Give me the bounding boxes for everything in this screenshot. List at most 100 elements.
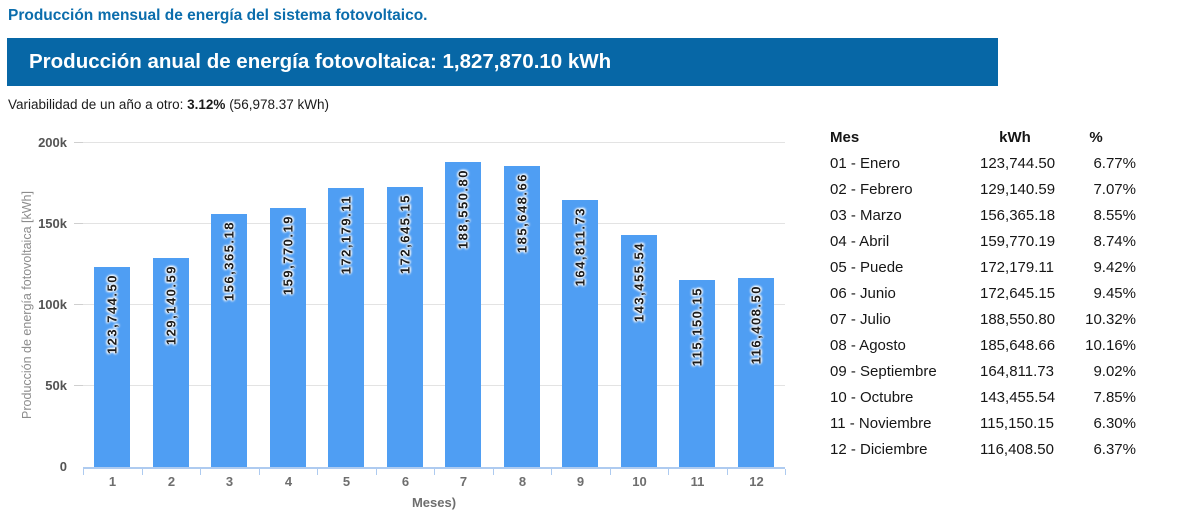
table-row: 10 - Octubre 143,455.54 7.85%: [830, 384, 1142, 410]
cell-kwh: 164,811.73: [980, 362, 1054, 380]
bar-value-label: 164,811.73: [572, 207, 588, 287]
table-row: 08 - Agosto 185,648.66 10.16%: [830, 332, 1142, 358]
x-tick: [259, 469, 260, 475]
table-row: 09 - Septiembre 164,811.73 9.02%: [830, 358, 1142, 384]
x-category-label: 12: [749, 474, 764, 489]
cell-pct: 9.45%: [1093, 284, 1136, 302]
table-header-row: Mes kWh %: [830, 124, 1142, 150]
x-category-label: 10: [632, 474, 647, 489]
cell-kwh: 159,770.19: [980, 232, 1056, 250]
x-category-label: 7: [459, 474, 468, 489]
cell-mes: 05 - Puede: [830, 258, 904, 276]
gridline: [83, 304, 785, 305]
bar[interactable]: 172,179.11: [328, 188, 364, 467]
x-category-label: 3: [225, 474, 234, 489]
x-tick: [493, 469, 494, 475]
cell-pct: 8.74%: [1093, 232, 1136, 250]
bar[interactable]: 185,648.66: [504, 166, 540, 467]
bar-value-label: 116,408.50: [748, 285, 764, 365]
cell-kwh: 123,744.50: [980, 154, 1056, 172]
cell-mes: 02 - Febrero: [830, 180, 913, 198]
gridline: [83, 385, 785, 386]
bar-value-label: 143,455.54: [631, 242, 647, 323]
cell-mes: 08 - Agosto: [830, 336, 906, 354]
x-tick: [200, 469, 201, 475]
cell-pct: 10.32%: [1085, 310, 1136, 328]
cell-kwh: 115,150.15: [980, 414, 1054, 432]
cell-pct: 6.37%: [1093, 440, 1136, 458]
production-table: Mes kWh % 01 - Enero 123,744.50 6.77% 02 - …: [830, 124, 1142, 462]
x-category-label: 6: [401, 474, 410, 489]
page-title: Producción mensual de energía del sistem…: [8, 7, 428, 24]
y-tick-label: 50k: [45, 378, 67, 393]
header-pct: %: [1089, 128, 1103, 146]
table-row: 01 - Enero 123,744.50 6.77%: [830, 150, 1142, 176]
bar-value-label: 188,550.80: [455, 169, 471, 250]
bar-value-label: 129,140.59: [163, 265, 179, 346]
y-tick-label: 200k: [38, 135, 67, 150]
x-tick: [610, 469, 611, 475]
bar[interactable]: 156,365.18: [211, 214, 247, 467]
y-tick: [74, 304, 83, 305]
bar[interactable]: 123,744.50: [94, 267, 130, 467]
x-category-label: 2: [167, 474, 176, 489]
table-row: 04 - Abril 159,770.19 8.74%: [830, 228, 1142, 254]
x-tick: [785, 469, 786, 475]
x-tick: [727, 469, 728, 475]
bar-value-label: 156,365.18: [221, 221, 237, 302]
x-axis-title: Meses): [411, 495, 457, 510]
cell-kwh: 129,140.59: [980, 180, 1056, 198]
bar[interactable]: 188,550.80: [445, 162, 481, 467]
cell-mes: 04 - Abril: [830, 232, 890, 250]
y-tick: [74, 223, 83, 224]
cell-mes: 12 - Diciembre: [830, 440, 928, 458]
bar-value-label: 172,179.11: [338, 195, 354, 275]
annual-production-text: Producción anual de energía fotovoltaica…: [29, 50, 612, 73]
bar-value-label: 115,150.15: [689, 287, 705, 367]
plot-area: 0 50k 100k 150k 200k 123,744.50 1 129,140.59 2 15…: [38, 135, 786, 489]
cell-pct: 9.02%: [1093, 362, 1136, 380]
x-tick: [434, 469, 435, 475]
cell-pct: 9.42%: [1093, 258, 1136, 276]
x-tick: [317, 469, 318, 475]
cell-mes: 11 - Noviembre: [830, 414, 932, 432]
x-tick: [142, 469, 143, 475]
cell-pct: 7.85%: [1093, 388, 1136, 406]
x-tick: [83, 469, 84, 475]
variability-label: Variabilidad de un año a otro:: [8, 97, 184, 112]
bar[interactable]: 143,455.54: [621, 235, 657, 467]
cell-mes: 06 - Junio: [830, 284, 896, 302]
bar[interactable]: 172,645.15: [387, 187, 423, 467]
bar[interactable]: 115,150.15: [679, 280, 715, 467]
y-tick: [74, 385, 83, 386]
x-tick: [551, 469, 552, 475]
cell-pct: 10.16%: [1085, 336, 1136, 354]
cell-kwh: 143,455.54: [980, 388, 1056, 406]
table-row: 06 - Junio 172,645.15 9.45%: [830, 280, 1142, 306]
bar[interactable]: 159,770.19: [270, 208, 306, 467]
x-category-label: 5: [342, 474, 351, 489]
table-row: 11 - Noviembre 115,150.15 6.30%: [830, 410, 1142, 436]
cell-pct: 8.55%: [1093, 206, 1136, 224]
cell-mes: 09 - Septiembre: [830, 362, 937, 380]
cell-pct: 7.07%: [1093, 180, 1136, 198]
bar[interactable]: 116,408.50: [738, 278, 774, 467]
x-category-label: 11: [690, 474, 705, 489]
bar[interactable]: 129,140.59: [153, 258, 189, 467]
cell-pct: 6.77%: [1093, 154, 1136, 172]
header-mes: Mes: [830, 128, 860, 146]
y-tick-label: 150k: [38, 216, 67, 231]
variability-line: Variabilidad de un año a otro: 3.12% (56…: [8, 97, 329, 112]
header-kwh: kWh: [999, 128, 1031, 146]
y-tick-label: 100k: [38, 297, 67, 312]
cell-mes: 10 - Octubre: [830, 388, 914, 406]
gridline: [83, 142, 785, 143]
cell-kwh: 188,550.80: [980, 310, 1056, 328]
x-category-label: 4: [284, 474, 293, 489]
bar[interactable]: 164,811.73: [562, 200, 598, 467]
x-tick: [376, 469, 377, 475]
cell-mes: 07 - Julio: [830, 310, 891, 328]
table-row: 12 - Diciembre 116,408.50 6.37%: [830, 436, 1142, 462]
x-category-label: 8: [518, 474, 527, 489]
